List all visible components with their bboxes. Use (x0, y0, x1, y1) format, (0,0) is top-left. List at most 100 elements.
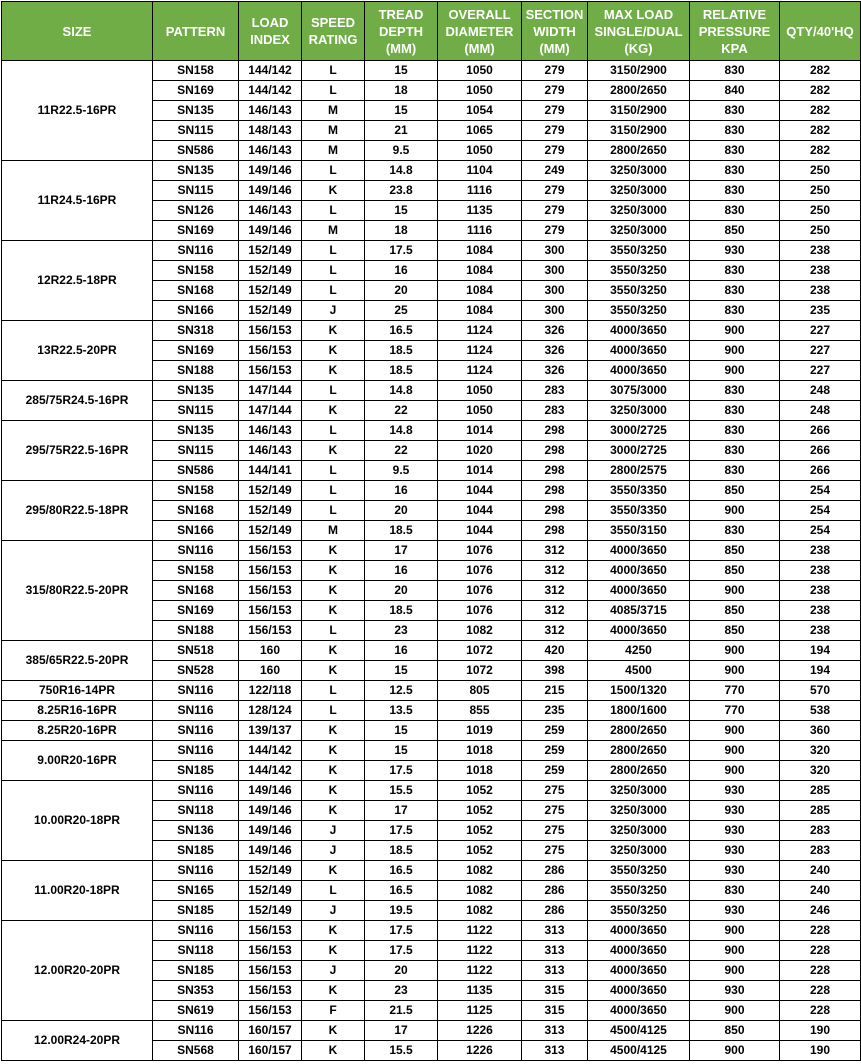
table-cell: 149/146 (238, 840, 302, 861)
table-cell: 227 (779, 320, 861, 341)
table-cell: SN115 (152, 440, 239, 461)
table-cell: 1052 (437, 820, 522, 841)
size-cell: 315/80R22.5-20PR (1, 540, 153, 641)
table-cell: 1050 (437, 140, 522, 161)
table-cell: 156/153 (238, 940, 302, 961)
table-row: 10.00R20-18PR SN116 149/146 K 15.5 1052 275 325… (1, 780, 861, 861)
table-cell: 398 (521, 660, 588, 681)
table-cell: 320 (779, 740, 861, 761)
table-cell: K (301, 660, 365, 681)
table-cell: SN185 (152, 760, 239, 781)
table-cell: 900 (689, 580, 780, 601)
table-cell: 149/146 (238, 160, 302, 181)
table-cell: 283 (779, 840, 861, 861)
table-cell: 900 (689, 640, 780, 661)
table-cell: SN318 (152, 320, 239, 341)
table-cell: SN158 (152, 60, 239, 81)
table-cell: 3550/3350 (587, 480, 690, 501)
table-cell: 770 (689, 700, 780, 721)
table-row: 11.00R20-18PR SN116 152/149 K 16.5 1082 286 355… (1, 860, 861, 921)
table-row: 295/80R22.5-18PR SN158 152/149 L 16 1044 298 35… (1, 480, 861, 541)
table-cell: 259 (521, 760, 588, 781)
table-cell: 15.5 (364, 780, 438, 801)
table-cell: 900 (689, 320, 780, 341)
table-cell: 152/149 (238, 500, 302, 521)
table-cell: 228 (779, 1000, 861, 1021)
table-cell: 312 (521, 600, 588, 621)
table-cell: K (301, 720, 365, 741)
table-cell: L (301, 380, 365, 401)
table-cell: 312 (521, 540, 588, 561)
table-cell: 144/142 (238, 740, 302, 761)
table-cell: 152/149 (238, 280, 302, 301)
table-cell: 156/153 (238, 1000, 302, 1021)
table-cell: 900 (689, 960, 780, 981)
table-cell: SN165 (152, 880, 239, 901)
table-cell: M (301, 520, 365, 541)
table-cell: 228 (779, 940, 861, 961)
table-cell: 152/149 (238, 880, 302, 901)
table-cell: 900 (689, 500, 780, 521)
table-cell: 156/153 (238, 580, 302, 601)
table-cell: 4000/3650 (587, 1000, 690, 1021)
table-cell: K (301, 920, 365, 941)
table-cell: K (301, 940, 365, 961)
table-cell: 147/144 (238, 380, 302, 401)
table-cell: 14.8 (364, 420, 438, 441)
table-cell: 279 (521, 220, 588, 241)
table-cell: 900 (689, 1000, 780, 1021)
table-cell: 190 (779, 1040, 861, 1061)
table-cell: L (301, 200, 365, 221)
table-cell: SN169 (152, 340, 239, 361)
table-cell: 1082 (437, 620, 522, 641)
table-cell: 21 (364, 120, 438, 141)
table-cell: 313 (521, 1040, 588, 1061)
table-cell: 300 (521, 280, 588, 301)
table-cell: SN169 (152, 600, 239, 621)
table-cell: 2800/2650 (587, 80, 690, 101)
table-cell: 1082 (437, 860, 522, 881)
table-row: 8.25R16-16PR SN116 128/124 L 13.5 855 235 1800/… (1, 700, 861, 721)
table-cell: L (301, 80, 365, 101)
table-cell: SN518 (152, 640, 239, 661)
table-cell: SN169 (152, 220, 239, 241)
table-cell: 238 (779, 620, 861, 641)
table-cell: 2800/2650 (587, 760, 690, 781)
table-row: SN158 156/153 K 16 1076 312 4000/3650 850 238 (2, 560, 861, 581)
table-cell: 1800/1600 (587, 700, 690, 721)
table-cell: 147/144 (238, 400, 302, 421)
table-cell: 12.5 (364, 680, 438, 701)
table-cell: 215 (521, 680, 588, 701)
table-cell: 279 (521, 100, 588, 121)
table-cell: 900 (689, 920, 780, 941)
table-cell: 1050 (437, 380, 522, 401)
table-cell: 3250/3000 (587, 820, 690, 841)
table-cell: 156/153 (238, 540, 302, 561)
table-cell: 238 (779, 600, 861, 621)
table-cell: SN185 (152, 900, 239, 921)
table-cell: 313 (521, 940, 588, 961)
table-cell: 850 (689, 600, 780, 621)
table-cell: 313 (521, 960, 588, 981)
size-cell: 12.00R24-20PR (1, 1020, 153, 1061)
table-cell: SN116 (152, 240, 239, 261)
table-cell: 279 (521, 140, 588, 161)
table-cell: 246 (779, 900, 861, 921)
table-cell: 18.5 (364, 600, 438, 621)
table-cell: 3550/3150 (587, 520, 690, 541)
table-cell: 266 (779, 460, 861, 481)
table-cell: 2800/2650 (587, 740, 690, 761)
table-cell: L (301, 480, 365, 501)
table-cell: 194 (779, 660, 861, 681)
table-cell: 190 (779, 1020, 861, 1041)
table-cell: 900 (689, 360, 780, 381)
table-cell: 283 (521, 400, 588, 421)
table-cell: 3250/3000 (587, 780, 690, 801)
table-cell: 1044 (437, 520, 522, 541)
table-cell: K (301, 860, 365, 881)
table-cell: 283 (521, 380, 588, 401)
table-cell: SN116 (152, 860, 239, 881)
table-cell: 3250/3000 (587, 180, 690, 201)
table-cell: 16 (364, 640, 438, 661)
table-cell: L (301, 160, 365, 181)
